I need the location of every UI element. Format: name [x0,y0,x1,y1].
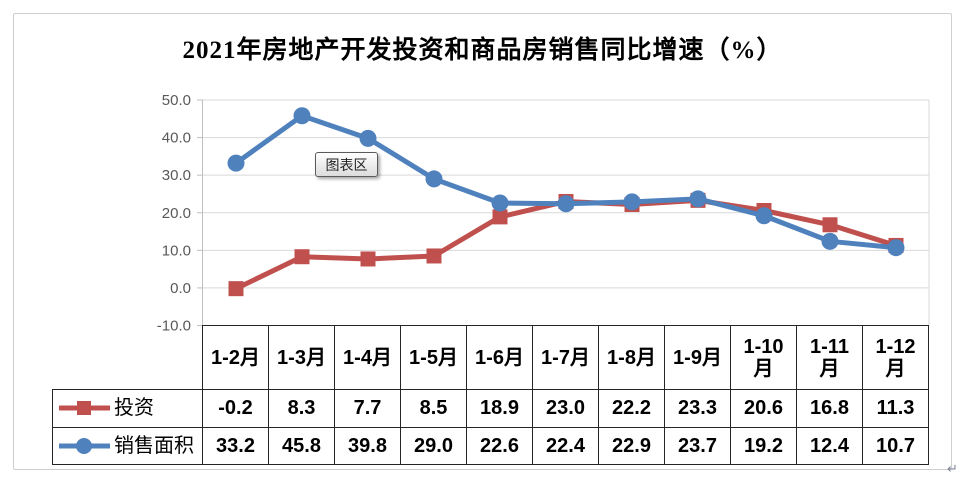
series-point-投资[interactable] [360,251,376,267]
value-cell-销售面积: 19.2 [731,427,797,465]
y-axis-tick-label: 0.0 [170,280,191,297]
legend-cell-销售面积: 销售面积 [52,427,203,465]
value-cell-销售面积: 12.4 [797,427,863,465]
chart-data-table: 1-2月 1-3月 1-4月 1-5月 1-6月 1-7月 1-8月 1-9月 1-10月 1-1… [52,325,929,465]
value-cell-投资: 8.5 [401,390,467,428]
legend-marker-square-icon [59,401,110,416]
value-cell-投资: 20.6 [731,390,797,428]
series-point-销售面积[interactable] [557,195,575,213]
legend-cell-投资: 投资 [52,390,203,428]
value-cell-投资: 7.7 [335,390,401,428]
category-header-cell: 1-8月 [599,325,665,390]
series-point-销售面积[interactable] [491,194,509,212]
category-header-cell: 1-12月 [863,325,929,390]
series-point-投资[interactable] [492,209,508,225]
paragraph-mark-icon: ↵ [947,461,958,476]
category-header-cell: 1-9月 [665,325,731,390]
category-header-cell: 1-10月 [731,325,797,390]
table-corner-cell [52,325,203,390]
value-cell-销售面积: 22.4 [533,427,599,465]
category-header-cell: 1-3月 [269,325,335,390]
value-cell-销售面积: 22.9 [599,427,665,465]
series-point-投资[interactable] [228,281,244,297]
value-cell-投资: 18.9 [467,390,533,428]
legend-label: 销售面积 [114,434,194,457]
category-header-cell: 1-11月 [797,325,863,390]
category-header-cell: 1-4月 [335,325,401,390]
y-axis-tick-label: 40.0 [162,130,191,147]
value-cell-销售面积: 45.8 [269,427,335,465]
value-cell-投资: 22.2 [599,390,665,428]
series-point-销售面积[interactable] [623,193,641,211]
y-axis-tick-label: 10.0 [162,242,191,259]
value-cell-销售面积: 39.8 [335,427,401,465]
chart-area[interactable] [13,13,952,470]
series-point-销售面积[interactable] [821,232,839,250]
legend-marker-circle-icon [59,437,110,454]
series-point-销售面积[interactable] [689,190,707,208]
value-cell-投资: 11.3 [863,390,929,428]
value-cell-投资: 23.0 [533,390,599,428]
chart-area-tooltip: 图表区 [315,152,378,177]
series-point-销售面积[interactable] [755,207,773,225]
value-cell-投资: -0.2 [203,390,269,428]
series-point-投资[interactable] [426,248,442,264]
legend-label: 投资 [114,397,154,420]
series-point-销售面积[interactable] [425,170,443,188]
series-point-投资[interactable] [294,249,310,265]
value-cell-投资: 8.3 [269,390,335,428]
category-header-cell: 1-6月 [467,325,533,390]
value-cell-销售面积: 22.6 [467,427,533,465]
chart-title[interactable]: 2021年房地产开发投资和商品房销售同比增速（%） [182,37,783,64]
value-cell-销售面积: 33.2 [203,427,269,465]
series-point-销售面积[interactable] [887,239,905,257]
series-point-销售面积[interactable] [359,129,377,147]
series-point-销售面积[interactable] [227,154,245,172]
category-header-cell: 1-2月 [203,325,269,390]
value-cell-投资: 16.8 [797,390,863,428]
series-line-销售面积[interactable] [233,113,899,251]
chart-area-tooltip-label: 图表区 [325,156,368,173]
value-cell-销售面积: 10.7 [863,427,929,465]
series-point-投资[interactable] [822,217,838,233]
category-header-cell: 1-7月 [533,325,599,390]
y-axis-tick-label: 30.0 [162,167,191,184]
y-axis-tick-label: 50.0 [162,92,191,109]
value-cell-投资: 23.3 [665,390,731,428]
value-cell-销售面积: 29.0 [401,427,467,465]
value-cell-销售面积: 23.7 [665,427,731,465]
y-axis-tick-label: -10.0 [157,318,191,335]
category-header-cell: 1-5月 [401,325,467,390]
y-axis-tick-label: 20.0 [162,205,191,222]
series-point-销售面积[interactable] [293,107,311,125]
series-line-投资[interactable] [233,197,899,292]
